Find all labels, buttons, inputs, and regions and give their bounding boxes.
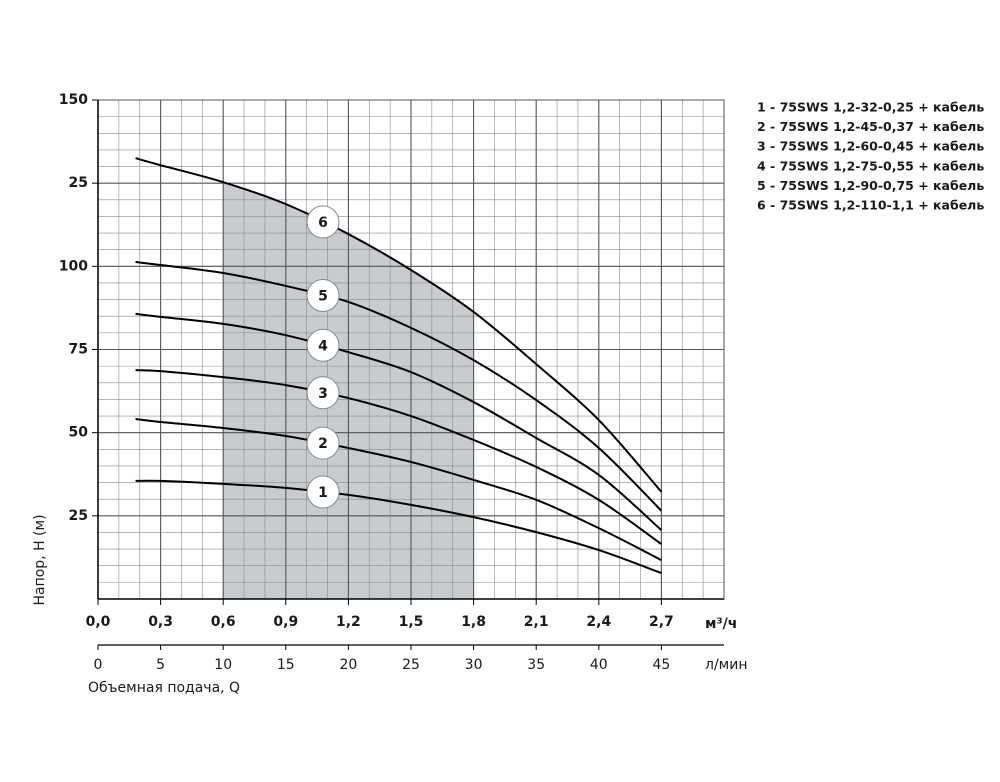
x2-tick-label: 20 <box>339 657 357 673</box>
x2-tick-label: 30 <box>465 657 483 673</box>
curve-label: 1 <box>318 485 328 501</box>
y-tick-label: 25 <box>69 508 88 524</box>
curve-label-circle <box>306 205 340 239</box>
x2-tick-label: 35 <box>527 657 545 673</box>
curve-label-circle <box>306 475 340 509</box>
x-tick-label: 1,8 <box>461 614 486 630</box>
curve-label: 5 <box>318 288 328 304</box>
legend-entry: 1 - 75SWS 1,2-32-0,25 + кабель <box>757 100 984 115</box>
curve <box>135 418 662 561</box>
x-tick-label: 1,2 <box>336 614 361 630</box>
x2-unit: л/мин <box>705 657 747 673</box>
legend-entry: 2 - 75SWS 1,2-45-0,37 + кабель <box>757 119 984 134</box>
x-tick-label: 0,3 <box>148 614 173 630</box>
curve-label: 6 <box>318 215 328 231</box>
x-tick-label: 2,1 <box>524 614 549 630</box>
y-tick-label: 150 <box>59 92 88 108</box>
x-tick-label: 2,7 <box>649 614 674 630</box>
x-tick-label: 1,5 <box>399 614 424 630</box>
y-tick-label: 75 <box>69 342 88 358</box>
legend-entry: 6 - 75SWS 1,2-110-1,1 + кабель <box>757 198 984 213</box>
curve-label: 4 <box>318 338 328 354</box>
x2-tick-label: 0 <box>94 657 103 673</box>
x-tick-label: 0,0 <box>86 614 111 630</box>
curve-label-circle <box>306 426 340 460</box>
x-axis-label: Объемная подача, Q <box>88 680 240 696</box>
curve <box>135 312 663 531</box>
curve <box>135 261 663 512</box>
x2-tick-label: 5 <box>156 657 165 673</box>
x2-tick-label: 40 <box>590 657 608 673</box>
curve-label: 2 <box>318 436 328 452</box>
x-tick-label: 0,9 <box>273 614 298 630</box>
curve <box>135 479 662 574</box>
legend-entry: 4 - 75SWS 1,2-75-0,55 + кабель <box>757 158 984 173</box>
x2-tick-label: 15 <box>277 657 295 673</box>
x2-tick-label: 10 <box>214 657 232 673</box>
curve-label-circle <box>306 278 340 312</box>
curve-label: 3 <box>318 386 328 402</box>
curve <box>135 369 662 545</box>
curve <box>135 157 663 493</box>
curve-label-circle <box>306 376 340 410</box>
x2-tick-label: 45 <box>652 657 670 673</box>
x2-tick-label: 25 <box>402 657 420 673</box>
y-axis-label: Напор, H (м) <box>32 514 48 605</box>
curve-label-circle <box>306 328 340 362</box>
legend-entry: 3 - 75SWS 1,2-60-0,45 + кабель <box>757 139 984 154</box>
x-tick-label: 2,4 <box>586 614 611 630</box>
legend-entry: 5 - 75SWS 1,2-90-0,75 + кабель <box>757 178 984 193</box>
y-tick-label: 50 <box>69 425 89 441</box>
y-tick-label: 100 <box>59 258 88 274</box>
y-tick-label: 25 <box>69 175 88 191</box>
x-unit: м³/ч <box>705 616 737 632</box>
x-tick-label: 0,6 <box>211 614 236 630</box>
